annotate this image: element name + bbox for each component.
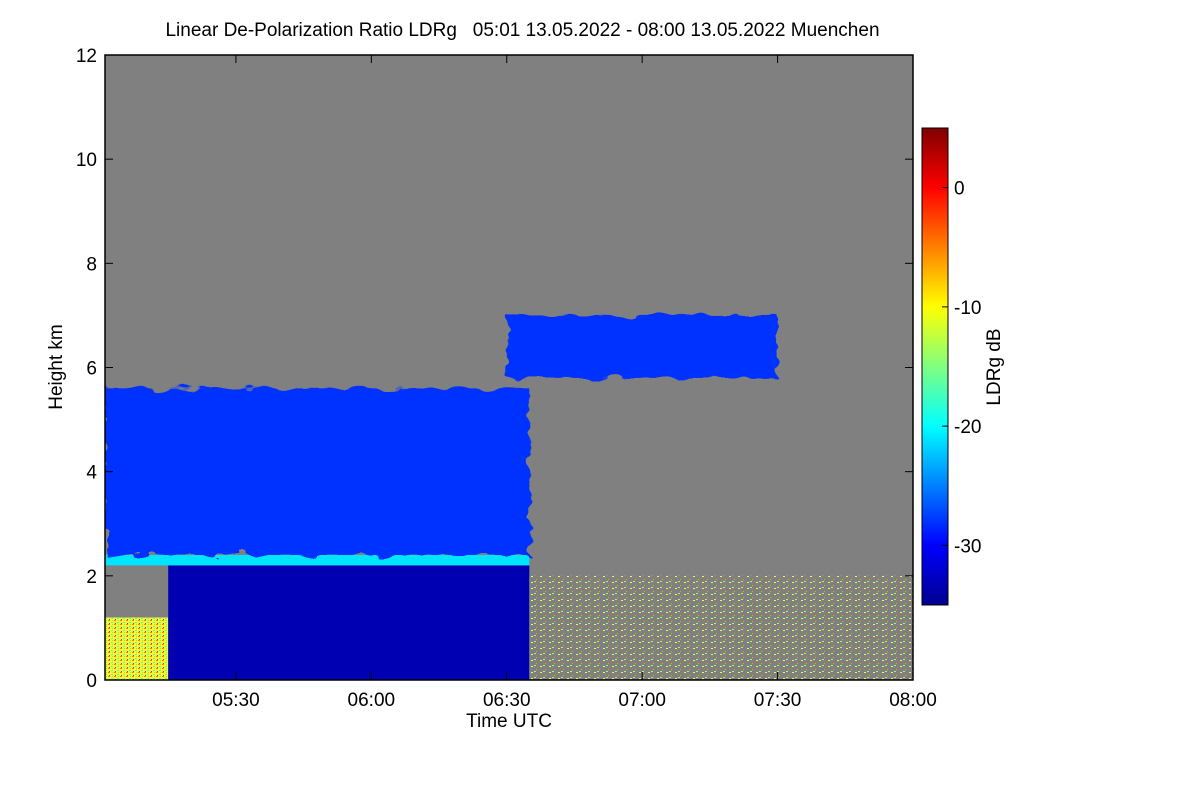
y-tick-label: 12 (76, 46, 97, 67)
y-axis-title: Height km (46, 324, 67, 410)
x-tick-label: 07:00 (618, 690, 666, 711)
colorbar-axis: 0 -10 -20 -30 (942, 179, 981, 557)
data-regions (105, 315, 913, 680)
colorbar (921, 127, 949, 606)
chart-title: Linear De-Polarization Ratio LDRg 05:01 … (165, 20, 880, 41)
y-tick-label: 4 (86, 463, 97, 484)
x-tick-label: 06:30 (483, 690, 531, 711)
y-axis: 0 2 4 6 8 10 12 (76, 46, 913, 692)
colorbar-tick-label: 0 (954, 179, 965, 200)
colorbar-tick-label: -20 (954, 417, 981, 438)
region-mid-level-cloud-patches-4 (506, 315, 778, 378)
x-axis-title: Time UTC (466, 711, 552, 732)
region-melting-layer-bright-band-2 (105, 555, 530, 566)
region-stratiform-cloud-3 (105, 388, 530, 555)
region-boundary-layer-aerosol-0 (105, 617, 169, 680)
y-tick-label: 8 (86, 254, 97, 275)
y-tick-label: 10 (76, 150, 97, 171)
y-tick-label: 2 (86, 567, 97, 588)
x-tick-label: 06:00 (348, 690, 396, 711)
x-tick-label: 08:00 (889, 690, 937, 711)
region-precipitation-below-melting-layer-1 (168, 565, 530, 680)
colorbar-tick-label: -30 (954, 536, 981, 557)
x-tick-label: 05:30 (212, 690, 260, 711)
x-tick-label: 07:30 (754, 690, 802, 711)
x-axis: 05:30 06:00 06:30 07:00 07:30 08:00 (212, 55, 937, 711)
region-boundary-layer-aerosol-5 (529, 575, 913, 680)
colorbar-tick-label: -10 (954, 298, 981, 319)
y-tick-label: 6 (86, 359, 97, 380)
y-tick-label: 0 (86, 671, 97, 692)
colorbar-title: LDRg dB (984, 328, 1005, 405)
